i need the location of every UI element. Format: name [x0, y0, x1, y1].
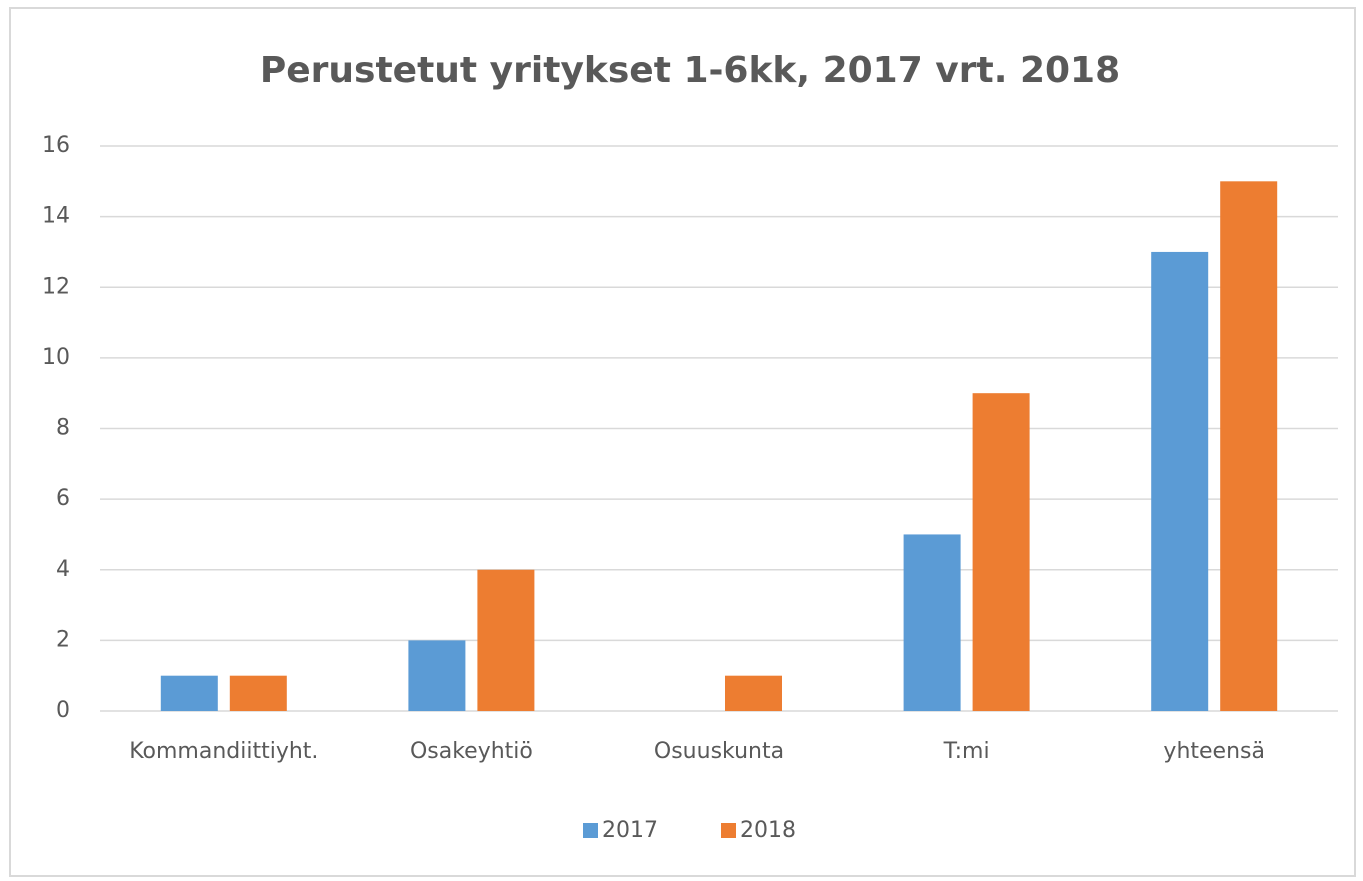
y-tick-label: 2 [56, 627, 70, 652]
bar [477, 569, 535, 711]
y-tick-label: 6 [56, 486, 70, 511]
y-tick-label: 8 [56, 416, 70, 441]
bar [972, 393, 1030, 711]
y-tick-label: 16 [42, 133, 70, 158]
y-tick-label: 10 [42, 345, 70, 370]
y-tick-label: 0 [56, 698, 70, 723]
bar [1151, 251, 1209, 711]
chart-title: Perustetut yritykset 1-6kk, 2017 vrt. 20… [260, 50, 1120, 91]
legend-label: 2017 [602, 818, 658, 843]
chart-border [9, 7, 1356, 877]
x-tick-label: yhteensä [1163, 739, 1265, 764]
x-tick-label: Kommandiittiyht. [129, 739, 318, 764]
x-tick-label: Osuuskunta [654, 739, 784, 764]
bar [229, 675, 287, 711]
x-tick-label: Osakeyhtiö [410, 739, 533, 764]
y-tick-label: 14 [42, 204, 70, 229]
legend-swatch [721, 823, 736, 838]
bar [1220, 181, 1278, 711]
x-tick-label: T:mi [943, 739, 990, 764]
legend-swatch [583, 823, 598, 838]
y-tick-label: 12 [42, 274, 70, 299]
legend-label: 2018 [740, 818, 796, 843]
bar [408, 640, 466, 711]
y-tick-label: 4 [56, 557, 70, 582]
bar [903, 534, 961, 711]
bar [160, 675, 218, 711]
bar [725, 675, 782, 711]
